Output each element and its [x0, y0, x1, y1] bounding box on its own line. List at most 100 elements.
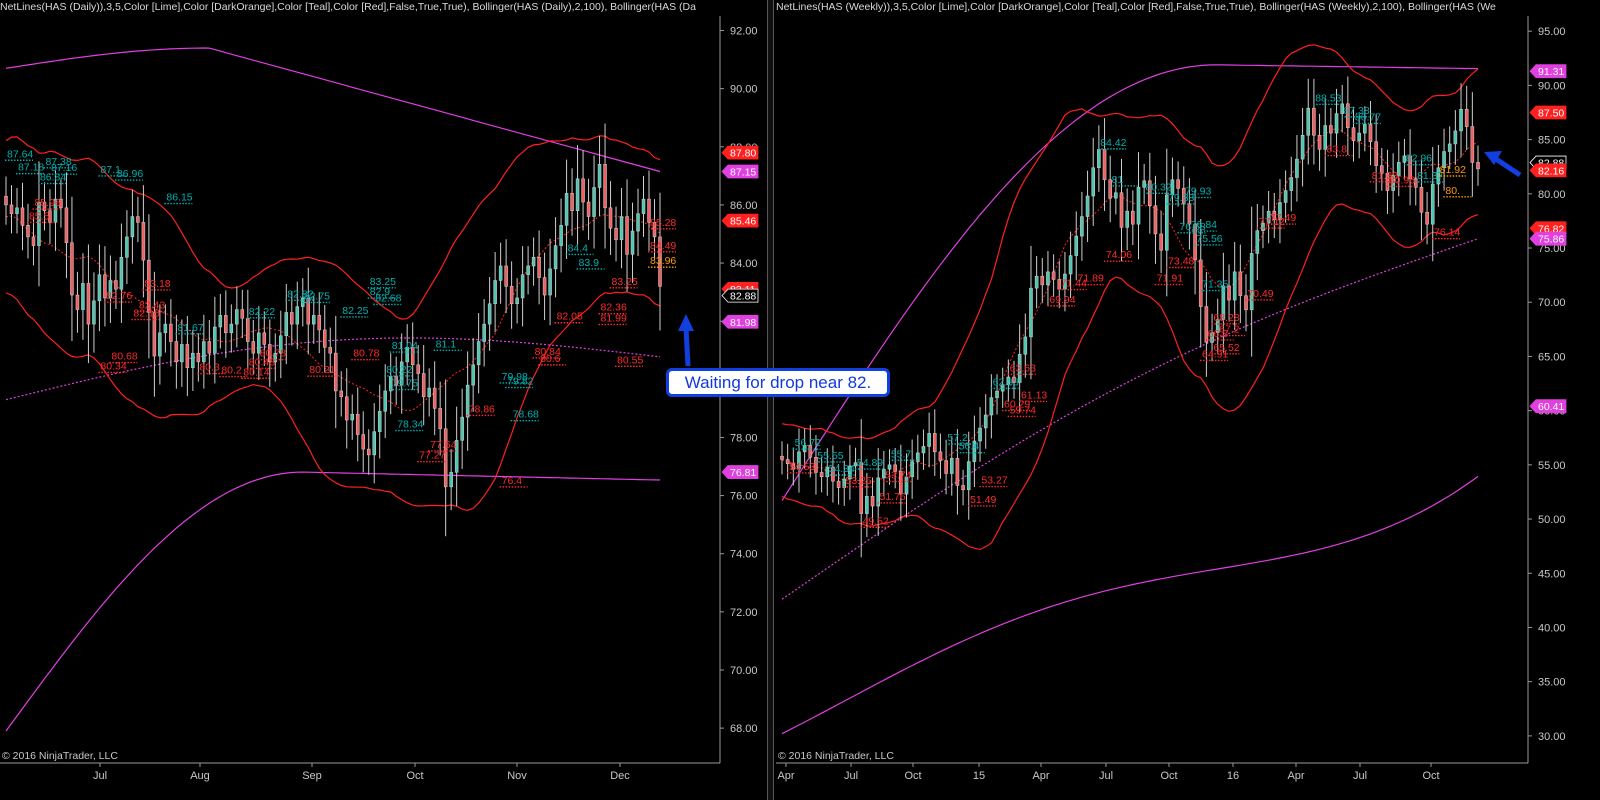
netline-label: 76.84	[1191, 219, 1217, 231]
candle-body	[938, 451, 943, 461]
bollinger2-lower-band	[781, 203, 1479, 551]
candle-body	[125, 236, 129, 258]
bollinger2-middle-band	[5, 213, 661, 412]
candle-body	[614, 227, 618, 241]
candle-body	[1413, 178, 1418, 188]
candle-body	[476, 341, 481, 366]
candle-body	[1142, 180, 1146, 188]
candle-body	[808, 445, 813, 458]
candle-body	[1159, 233, 1163, 251]
netline-label: 81.67	[177, 322, 203, 334]
netline-label: 82.68	[375, 292, 401, 304]
candle-body	[848, 465, 852, 480]
candle-body	[797, 451, 801, 470]
y-tick-label: 68.00	[730, 723, 758, 735]
bollinger2-middle-band	[781, 128, 1479, 483]
netline-label: 83.8	[1327, 144, 1348, 156]
netline-label: 51.49	[970, 494, 996, 506]
x-tick-label: Jul	[1099, 770, 1113, 782]
netline-label: 49.52	[863, 515, 889, 527]
netline-label: 85.5	[29, 210, 50, 222]
x-tick-label: Jul	[1353, 770, 1367, 782]
netline-label: 83.25	[370, 276, 396, 288]
bollinger100-middle-band	[5, 337, 661, 401]
netline-label: 54.89	[857, 457, 883, 469]
netline-label: 81.04	[392, 340, 418, 352]
candle-body	[174, 341, 179, 363]
candle-body	[42, 201, 47, 211]
netline-label: 80.	[1445, 185, 1460, 197]
netline-label: 83.18	[144, 278, 170, 290]
netline-label: 80.78	[353, 348, 379, 360]
netline-label: 82.22	[249, 306, 275, 318]
candle-body	[64, 207, 69, 243]
y-tick-label: 86.00	[730, 200, 758, 212]
netline-label: 75.56	[1196, 233, 1222, 245]
candle-body	[169, 323, 173, 342]
candle-body	[1380, 165, 1384, 174]
netline-label: 80.84	[535, 346, 561, 358]
y-tick-label: 95.00	[1538, 26, 1566, 38]
candle-body	[366, 448, 371, 456]
price-flag	[1529, 399, 1567, 414]
candle-body	[257, 332, 261, 354]
price-flag-label: 75.86	[1538, 234, 1564, 246]
candle-body	[831, 466, 835, 482]
candle-body	[1102, 149, 1107, 180]
candle-body	[619, 216, 624, 241]
candle-body	[163, 323, 168, 334]
x-tick-label: Jul	[93, 770, 107, 782]
netline-label: 79.82	[507, 376, 533, 388]
x-tick-label: Apr	[1287, 770, 1304, 782]
bollinger2-upper-band	[5, 135, 661, 320]
netline-label: 80.55	[617, 354, 643, 366]
panel-splitter[interactable]	[767, 0, 774, 800]
candle-body	[158, 332, 162, 357]
price-flag-label: 82.16	[1538, 165, 1564, 177]
netline-label: 59.74	[1010, 404, 1036, 416]
price-flag-label: 87.15	[730, 167, 756, 179]
candle-body	[1447, 143, 1452, 152]
candle-body	[97, 274, 102, 302]
candle-body	[1261, 222, 1265, 231]
price-flag-label: 85.46	[730, 216, 756, 228]
netline-label: 87.38	[1344, 105, 1370, 117]
candle-body	[1238, 271, 1243, 296]
candle-body	[1329, 125, 1333, 134]
candle-body	[240, 309, 245, 319]
candle-body	[526, 265, 530, 275]
y-tick-label: 70.00	[730, 665, 758, 677]
netline-label: 80.21	[309, 364, 335, 376]
candle-body	[26, 225, 30, 238]
candle-body	[103, 274, 107, 299]
weekly-arrow-head	[1484, 151, 1502, 165]
netline-label: 82.9	[370, 286, 391, 298]
candle-body	[882, 468, 886, 479]
candle-body	[1425, 211, 1429, 225]
candle-body	[1244, 295, 1248, 311]
daily-chart-title: NetLines(HAS (Daily)),3,5,Color [Lime],C…	[0, 1, 696, 13]
price-flag	[721, 314, 759, 329]
candle-body	[251, 341, 256, 354]
candle-body	[904, 476, 909, 495]
x-tick-label: Oct	[406, 770, 423, 782]
netline-label: 78.34	[397, 419, 423, 431]
candle-body	[1164, 194, 1169, 251]
netline-label: 80.34	[100, 360, 126, 372]
candle-body	[509, 286, 514, 305]
candle-body	[1198, 259, 1203, 307]
netline-label: 87.1	[100, 164, 121, 176]
netline-label: 86.77	[1355, 111, 1381, 123]
candle-body	[1430, 183, 1435, 225]
candle-body	[1012, 376, 1016, 383]
netline-label: 87.18	[18, 162, 44, 174]
candle-body	[1266, 210, 1271, 224]
price-flag	[1529, 163, 1567, 178]
netline-label: 67.2	[1219, 324, 1240, 336]
price-flag	[1529, 105, 1567, 120]
candle-body	[542, 277, 547, 296]
price-flag-label: 60.41	[1538, 401, 1564, 413]
candle-body	[647, 198, 651, 223]
netline-label: 80.78	[260, 348, 286, 360]
candle-body	[586, 201, 591, 217]
